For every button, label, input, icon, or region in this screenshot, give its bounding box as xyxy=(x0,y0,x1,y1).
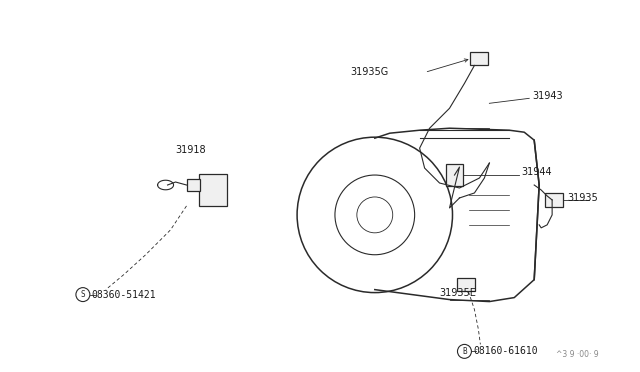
Text: 08160-61610: 08160-61610 xyxy=(474,346,538,356)
Text: 08360-51421: 08360-51421 xyxy=(92,289,156,299)
Text: 31944: 31944 xyxy=(521,167,552,177)
Bar xyxy=(445,164,463,186)
Text: ^3 9 ·00· 9: ^3 9 ·00· 9 xyxy=(556,350,599,359)
Bar xyxy=(200,174,227,206)
Text: 31935: 31935 xyxy=(567,193,598,203)
Text: 31943: 31943 xyxy=(532,92,563,101)
Bar xyxy=(458,278,476,291)
Bar xyxy=(545,193,563,207)
Text: B: B xyxy=(462,347,467,356)
Bar xyxy=(470,51,488,65)
Text: 31918: 31918 xyxy=(175,145,206,155)
Text: S: S xyxy=(81,290,85,299)
Text: 31935E: 31935E xyxy=(440,288,476,298)
Text: 31935G: 31935G xyxy=(350,67,388,77)
Bar xyxy=(186,179,200,191)
